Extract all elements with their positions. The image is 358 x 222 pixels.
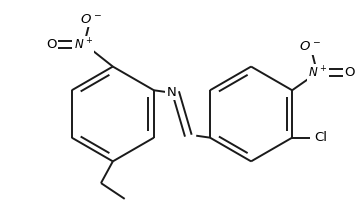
Text: N: N	[167, 86, 176, 99]
Text: $N^+$: $N^+$	[74, 37, 93, 52]
Text: $O^-$: $O^-$	[80, 13, 102, 26]
Text: $O^-$: $O^-$	[299, 40, 321, 53]
Text: O: O	[47, 38, 57, 51]
Text: $N^+$: $N^+$	[308, 65, 328, 80]
Text: Cl: Cl	[314, 131, 327, 144]
Text: O: O	[344, 66, 355, 79]
